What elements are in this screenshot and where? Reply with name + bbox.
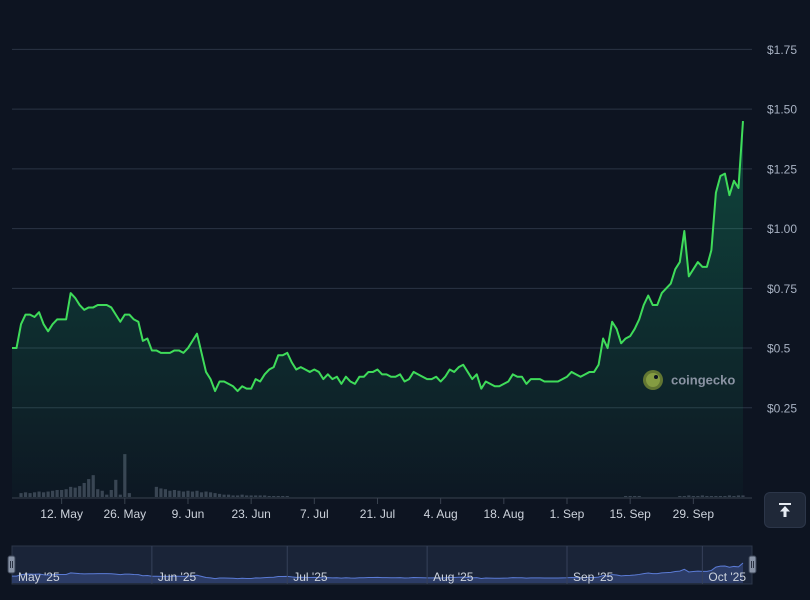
x-tick-label: 4. Aug xyxy=(424,507,458,521)
navigator-tick-label: Jun '25 xyxy=(158,570,197,584)
x-tick-label: 23. Jun xyxy=(231,507,270,521)
x-tick-label: 15. Sep xyxy=(609,507,651,521)
scroll-to-top-button[interactable] xyxy=(764,492,806,528)
y-tick-label: $1.25 xyxy=(767,162,797,176)
y-tick-label: $1.75 xyxy=(767,43,797,57)
x-tick-label: 26. May xyxy=(103,507,146,521)
price-area-fill xyxy=(12,121,743,498)
coingecko-watermark: coingecko xyxy=(643,370,735,390)
x-tick-label: 29. Sep xyxy=(673,507,715,521)
navigator-handle-left[interactable] xyxy=(7,555,16,574)
navigator-tick-label: Aug '25 xyxy=(433,570,474,584)
navigator[interactable]: May '25 Jun '25 Jul '25 Aug '25 Sep '25 Oct '… xyxy=(7,545,757,585)
navigator-tick-label: May '25 xyxy=(18,570,60,584)
y-tick-label: $1.00 xyxy=(767,222,797,236)
y-tick-label: $0.5 xyxy=(767,342,791,356)
y-axis: $0.25 $0.5 $0.75 $1.00 $1.25 $1.50 $1.75 xyxy=(767,43,797,415)
navigator-tick-label: Oct '25 xyxy=(708,570,746,584)
navigator-handle-right[interactable] xyxy=(748,555,757,574)
y-tick-label: $1.50 xyxy=(767,103,797,117)
y-tick-label: $0.75 xyxy=(767,282,797,296)
y-tick-label: $0.25 xyxy=(767,401,797,415)
navigator-tick-label: Sep '25 xyxy=(573,570,614,584)
navigator-axis: May '25 Jun '25 Jul '25 Aug '25 Sep '25 Oct '… xyxy=(18,546,746,584)
x-tick-label: 12. May xyxy=(40,507,83,521)
x-tick-label: 7. Jul xyxy=(300,507,329,521)
x-axis: 12. May 26. May 9. Jun 23. Jun 7. Jul 21. Jul… xyxy=(40,498,714,521)
x-tick-label: 1. Sep xyxy=(550,507,585,521)
navigator-tick-label: Jul '25 xyxy=(293,570,328,584)
navigator-line xyxy=(12,562,744,580)
x-tick-label: 21. Jul xyxy=(360,507,395,521)
gecko-logo-icon xyxy=(643,370,663,390)
watermark-text: coingecko xyxy=(671,373,735,388)
x-tick-label: 9. Jun xyxy=(172,507,205,521)
arrow-up-bar-icon xyxy=(779,503,791,517)
price-line xyxy=(12,121,744,393)
x-tick-label: 18. Aug xyxy=(483,507,524,521)
